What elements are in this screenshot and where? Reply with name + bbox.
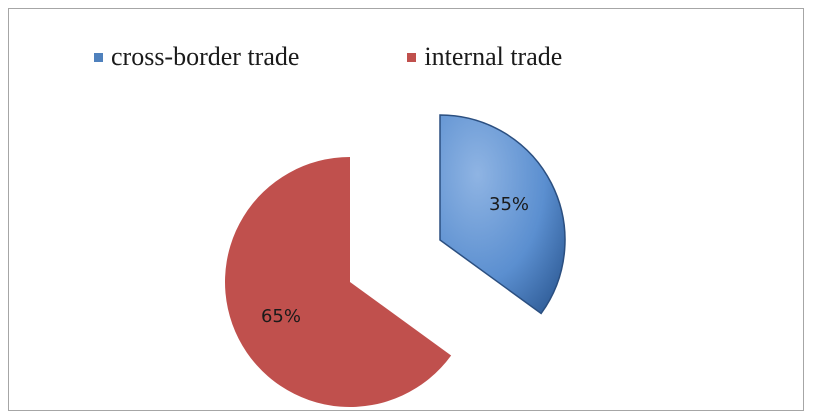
legend-label-internal: internal trade: [424, 42, 563, 71]
data-label-internal: 65%: [261, 306, 301, 327]
legend-swatch-cross-border: [94, 52, 103, 62]
legend-entry-cross-border: cross-border trade: [94, 44, 299, 70]
pie-slice-internal: [225, 157, 452, 407]
data-label-cross-border: 35%: [489, 194, 529, 215]
legend-label-cross-border: cross-border trade: [111, 42, 300, 71]
legend-entry-internal: internal trade: [407, 44, 562, 70]
pie-slice-cross-border: [439, 114, 566, 315]
chart-legend: cross-border trade internal trade: [94, 39, 670, 75]
legend-swatch-internal: [407, 52, 417, 62]
